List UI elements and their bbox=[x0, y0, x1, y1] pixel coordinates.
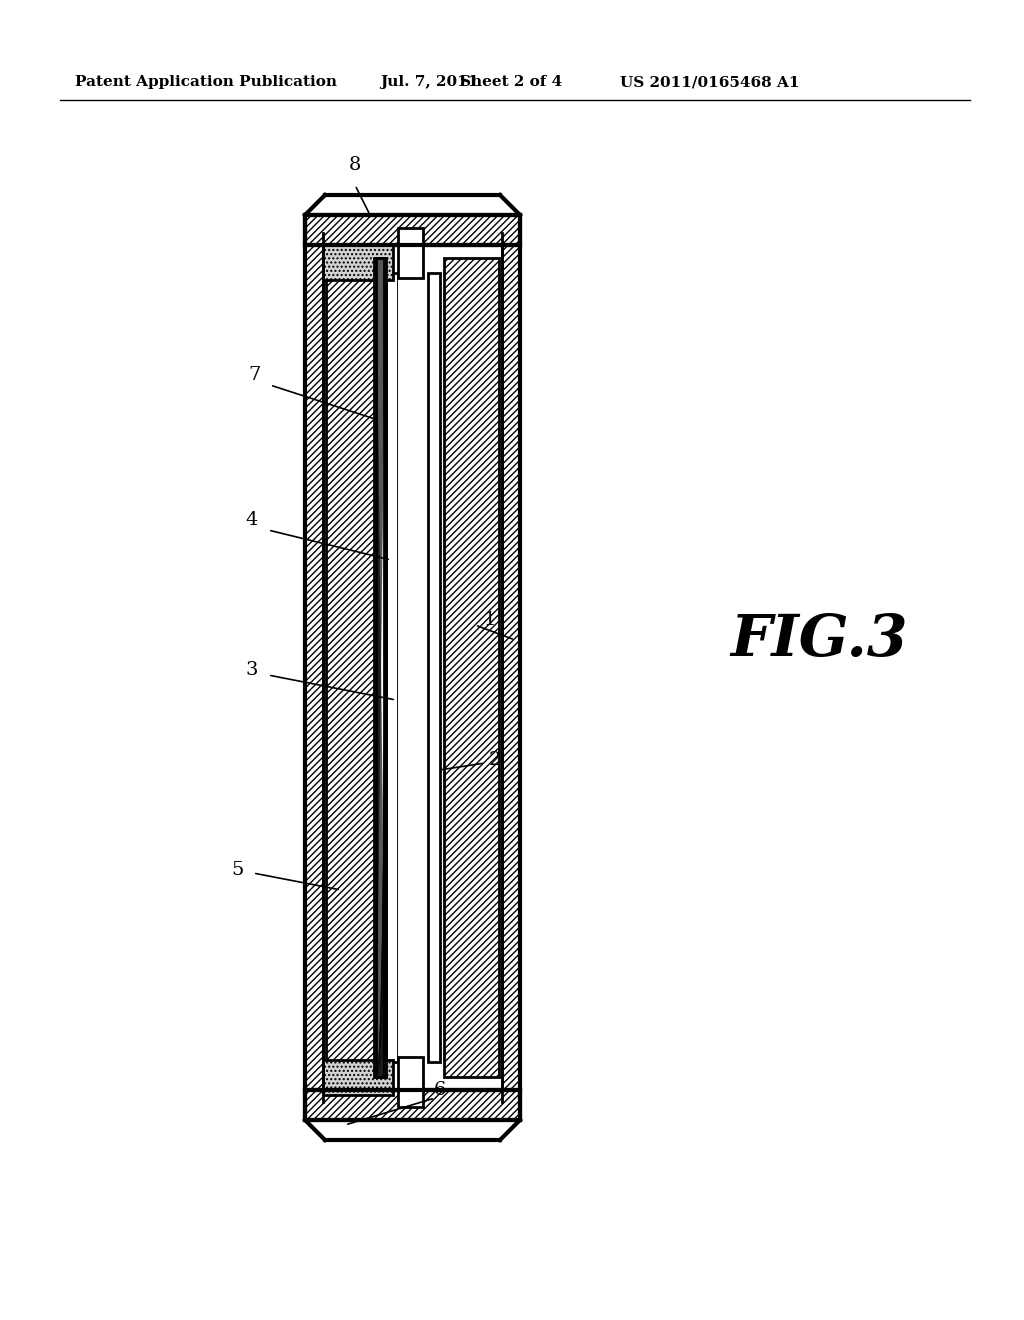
Bar bbox=[444, 257, 499, 1077]
Bar bbox=[323, 1060, 393, 1096]
Text: Patent Application Publication: Patent Application Publication bbox=[75, 75, 337, 88]
Text: 2: 2 bbox=[488, 751, 501, 770]
Bar bbox=[374, 257, 384, 1077]
Text: Sheet 2 of 4: Sheet 2 of 4 bbox=[460, 75, 562, 88]
Bar bbox=[305, 215, 323, 1119]
Text: 6: 6 bbox=[434, 1081, 446, 1100]
Text: 5: 5 bbox=[231, 861, 244, 879]
Bar bbox=[397, 273, 416, 1063]
Bar bbox=[385, 273, 397, 1063]
Bar bbox=[397, 228, 423, 279]
Text: 7: 7 bbox=[249, 366, 261, 384]
Bar bbox=[326, 257, 376, 1077]
Text: Jul. 7, 2011: Jul. 7, 2011 bbox=[380, 75, 478, 88]
Text: 8: 8 bbox=[349, 156, 361, 174]
Text: FIG.3: FIG.3 bbox=[730, 611, 907, 668]
Bar bbox=[323, 246, 393, 280]
Text: 3: 3 bbox=[246, 661, 258, 678]
Text: 1: 1 bbox=[483, 611, 497, 630]
Bar bbox=[502, 215, 520, 1119]
Text: 4: 4 bbox=[246, 511, 258, 529]
Bar bbox=[397, 1057, 423, 1107]
Bar bbox=[305, 1090, 520, 1119]
Bar bbox=[427, 273, 439, 1063]
Bar bbox=[305, 215, 520, 246]
Text: US 2011/0165468 A1: US 2011/0165468 A1 bbox=[620, 75, 800, 88]
